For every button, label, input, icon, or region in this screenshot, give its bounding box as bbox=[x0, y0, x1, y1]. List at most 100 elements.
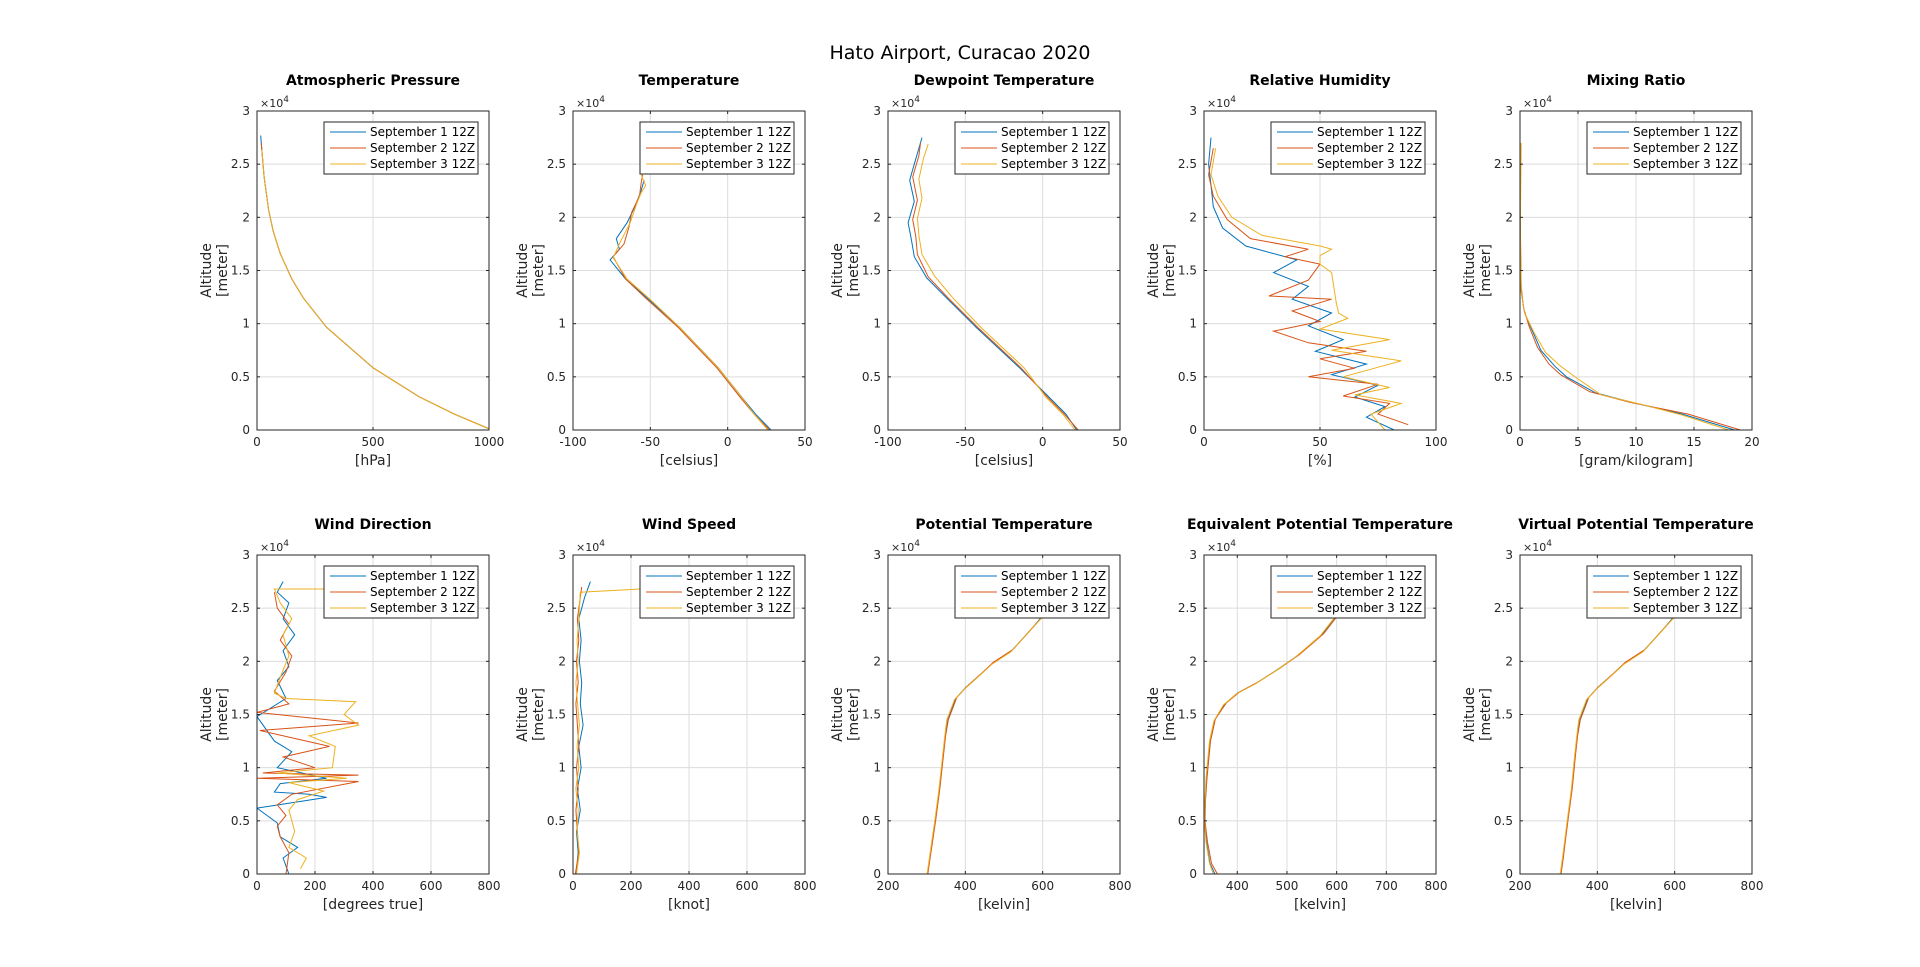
chart-panel: 200 400 600 800 0 0.5 1 1.5 2 2.5 3 ×104 Virtual Pot… bbox=[1462, 517, 1763, 913]
x-tick-label: 400 bbox=[1586, 879, 1609, 893]
x-tick-label: 800 bbox=[794, 879, 817, 893]
y-tick-label: 2 bbox=[558, 654, 566, 668]
series-line bbox=[916, 143, 1076, 430]
chart-title: Temperature bbox=[639, 73, 740, 89]
series-line bbox=[1208, 148, 1409, 426]
y-tick-label: 0.5 bbox=[1494, 814, 1513, 828]
legend-entry: September 3 12Z bbox=[686, 157, 791, 171]
y-tick-label: 3 bbox=[242, 104, 250, 118]
y-tick-label: 3 bbox=[558, 104, 566, 118]
y-axis-label: Altitude[meter] bbox=[515, 243, 547, 298]
y-tick-label: 0 bbox=[242, 867, 250, 881]
y-tick-label: 3 bbox=[1189, 548, 1197, 562]
y-axis-label: Altitude[meter] bbox=[1462, 687, 1494, 742]
legend-entry: September 3 12Z bbox=[1633, 157, 1738, 171]
legend-entry: September 2 12Z bbox=[1633, 585, 1738, 599]
legend-entry: September 1 12Z bbox=[370, 125, 475, 139]
legend: September 1 12Z September 2 12Z September … bbox=[954, 565, 1110, 619]
x-tick-label: 50 bbox=[1112, 435, 1127, 449]
legend-entry: September 2 12Z bbox=[370, 585, 475, 599]
y-tick-label: 3 bbox=[558, 548, 566, 562]
x-tick-label: -50 bbox=[956, 435, 976, 449]
x-tick-label: 800 bbox=[1109, 879, 1132, 893]
y-tick-label: 1.5 bbox=[1494, 264, 1513, 278]
chart-title: Virtual Potential Temperature bbox=[1518, 517, 1753, 533]
y-tick-label: 1.5 bbox=[862, 708, 881, 722]
y-tick-label: 2.5 bbox=[862, 601, 881, 615]
y-exponent-label: ×104 bbox=[1523, 539, 1552, 554]
y-axis-label: Altitude[meter] bbox=[1146, 243, 1178, 298]
chart-panel: 400 500 600 700 800 0 0.5 1 1.5 2 2.5 3 ×104 Equivale… bbox=[1146, 517, 1453, 913]
x-tick-label: 200 bbox=[877, 879, 900, 893]
y-tick-label: 0.5 bbox=[1178, 814, 1197, 828]
y-tick-label: 0 bbox=[1189, 867, 1197, 881]
x-tick-label: 50 bbox=[1312, 435, 1327, 449]
legend-entry: September 3 12Z bbox=[1317, 157, 1422, 171]
x-tick-label: 400 bbox=[1226, 879, 1249, 893]
legend: September 1 12Z September 2 12Z September … bbox=[1270, 565, 1426, 619]
y-exponent-label: ×104 bbox=[1523, 95, 1552, 110]
y-tick-label: 2.5 bbox=[1178, 157, 1197, 171]
chart-panel: 0 50 100 0 0.5 1 1.5 2 2.5 3 ×104 Relative Humidity… bbox=[1146, 73, 1447, 469]
x-tick-label: 15 bbox=[1686, 435, 1701, 449]
x-tick-label: 600 bbox=[736, 879, 759, 893]
x-axis-label: [kelvin] bbox=[978, 897, 1030, 913]
x-tick-label: 700 bbox=[1375, 879, 1398, 893]
y-tick-label: 1 bbox=[558, 761, 566, 775]
y-axis-label: Altitude[meter] bbox=[199, 687, 231, 742]
y-exponent-label: ×104 bbox=[260, 539, 289, 554]
y-tick-label: 2 bbox=[558, 210, 566, 224]
series-line bbox=[257, 592, 359, 874]
y-tick-label: 0 bbox=[242, 423, 250, 437]
legend-entry: September 3 12Z bbox=[1633, 601, 1738, 615]
x-tick-label: 800 bbox=[478, 879, 501, 893]
x-tick-label: 200 bbox=[1509, 879, 1532, 893]
y-tick-label: 1.5 bbox=[231, 708, 250, 722]
legend-entry: September 1 12Z bbox=[1633, 569, 1738, 583]
legend-entry: September 1 12Z bbox=[370, 569, 475, 583]
y-tick-label: 0.5 bbox=[547, 814, 566, 828]
figure-title: Hato Airport, Curacao 2020 bbox=[829, 42, 1091, 64]
series-line bbox=[1559, 617, 1675, 874]
chart-title: Wind Direction bbox=[314, 517, 431, 533]
x-tick-label: 500 bbox=[362, 435, 385, 449]
x-tick-label: 400 bbox=[362, 879, 385, 893]
y-tick-label: 1 bbox=[873, 761, 881, 775]
series-line bbox=[261, 149, 489, 430]
legend-entry: September 2 12Z bbox=[1633, 141, 1738, 155]
x-tick-label: 0 bbox=[569, 879, 577, 893]
x-axis-label: [kelvin] bbox=[1610, 897, 1662, 913]
x-axis-label: [%] bbox=[1308, 453, 1332, 469]
legend-entry: September 1 12Z bbox=[1317, 125, 1422, 139]
legend: September 1 12Z September 2 12Z September … bbox=[323, 121, 479, 175]
x-tick-label: 0 bbox=[253, 879, 261, 893]
y-tick-label: 0 bbox=[558, 867, 566, 881]
y-tick-label: 1 bbox=[1189, 317, 1197, 331]
y-tick-label: 0.5 bbox=[862, 814, 881, 828]
y-tick-label: 0.5 bbox=[1178, 370, 1197, 384]
y-tick-label: 0 bbox=[1505, 423, 1513, 437]
legend: September 1 12Z September 2 12Z September … bbox=[954, 121, 1110, 175]
y-tick-label: 2.5 bbox=[1178, 601, 1197, 615]
x-tick-label: 800 bbox=[1741, 879, 1764, 893]
x-axis-label: [celsius] bbox=[660, 453, 718, 469]
x-tick-label: -50 bbox=[641, 435, 661, 449]
x-tick-label: 600 bbox=[420, 879, 443, 893]
series-line bbox=[912, 142, 1079, 430]
y-tick-label: 2 bbox=[242, 210, 250, 224]
x-axis-label: [celsius] bbox=[975, 453, 1033, 469]
x-tick-label: 500 bbox=[1276, 879, 1299, 893]
chart-title: Dewpoint Temperature bbox=[914, 73, 1095, 89]
legend-entry: September 3 12Z bbox=[1317, 601, 1422, 615]
legend: September 1 12Z September 2 12Z September … bbox=[323, 565, 479, 619]
legend-entry: September 1 12Z bbox=[1317, 569, 1422, 583]
legend-entry: September 3 12Z bbox=[370, 157, 475, 171]
x-axis-label: [hPa] bbox=[355, 453, 391, 469]
y-tick-label: 2 bbox=[873, 210, 881, 224]
y-tick-label: 1 bbox=[1189, 761, 1197, 775]
legend: September 1 12Z September 2 12Z September … bbox=[639, 565, 795, 619]
legend-entry: September 2 12Z bbox=[1001, 141, 1106, 155]
series-line bbox=[273, 588, 360, 869]
x-tick-label: 50 bbox=[797, 435, 812, 449]
